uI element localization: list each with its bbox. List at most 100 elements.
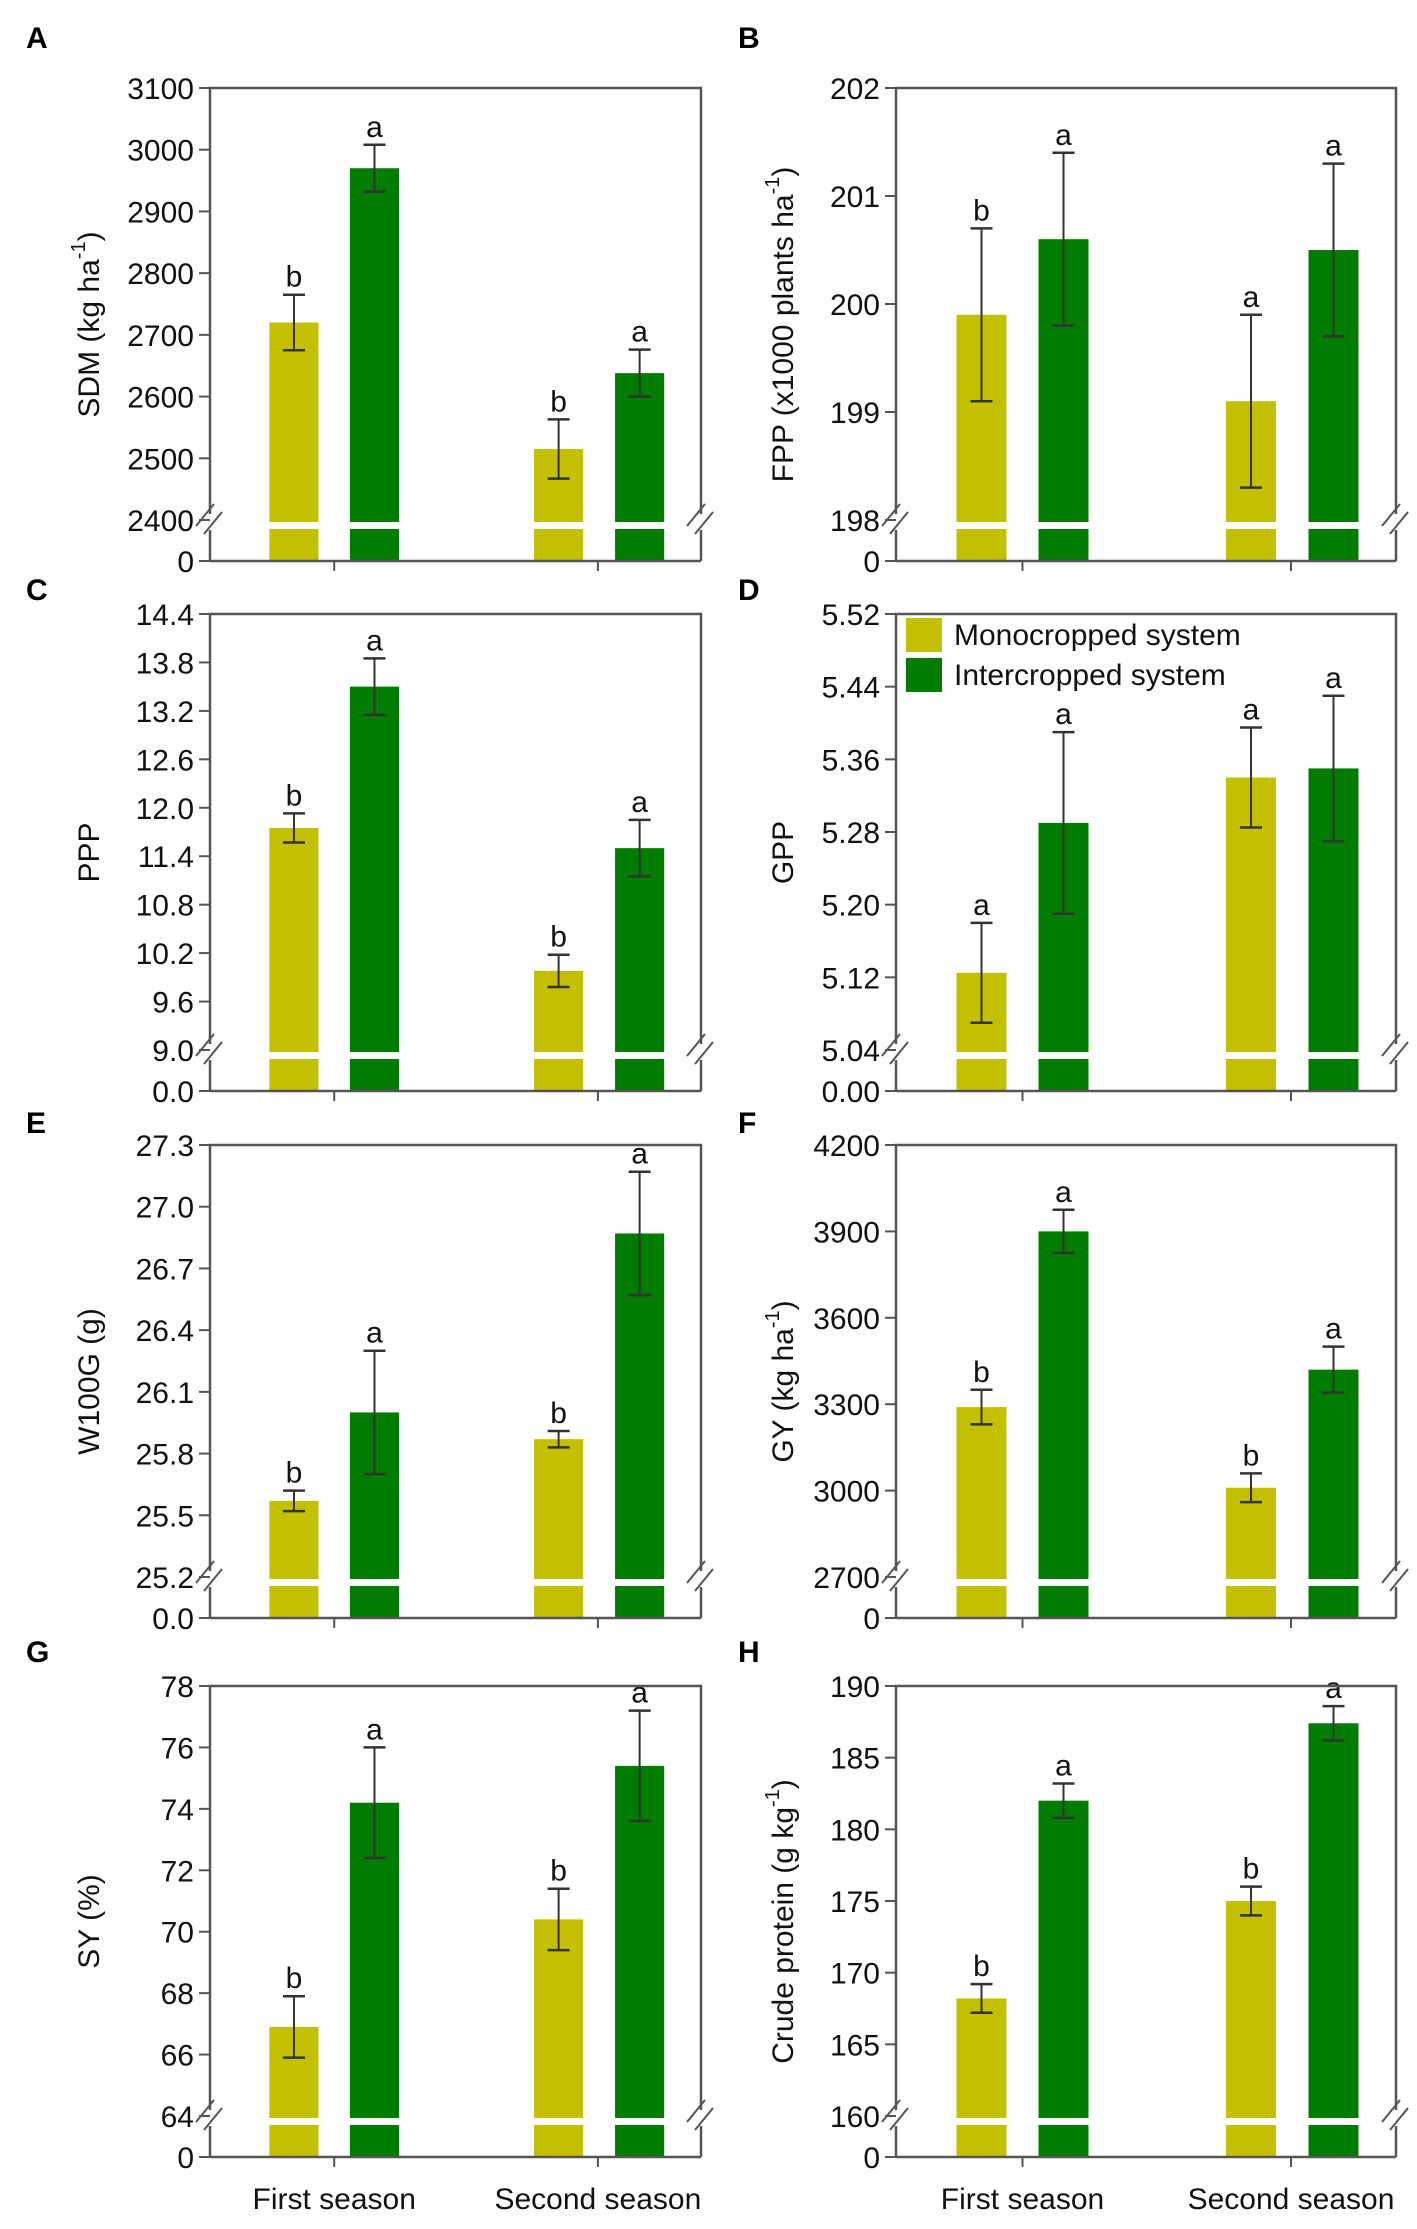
y-tick-label: 76 (161, 1732, 194, 1765)
y-axis-label-main: GPP (767, 821, 800, 884)
axis-break-gap (955, 2118, 1008, 2125)
bar-intercropped (349, 168, 400, 561)
significance-letter: b (973, 1356, 990, 1389)
y-tick-label-zero: 0 (177, 2142, 194, 2175)
axis-break-gap (1307, 522, 1360, 529)
axis-break-gap (1037, 522, 1090, 529)
bar-intercropped (1038, 1231, 1089, 1618)
panel-letter: H (738, 1636, 760, 1669)
panel-f: Fb b a a 2700 3000 3300 3600 3900 4200 0 GY (kg ha-… (738, 1107, 1409, 1636)
y-tick-label: 12.0 (136, 793, 194, 826)
bar-intercropped (1038, 1800, 1089, 2157)
y-tick-label: 2900 (127, 196, 194, 229)
bar-intercropped (615, 1233, 665, 1618)
axis-break-mark (881, 1033, 901, 1057)
y-axis-label-main: GY (kg ha (767, 1328, 800, 1463)
axis-break-gap (614, 1052, 666, 1059)
axis-break-gap (1307, 1052, 1360, 1059)
bar-intercropped (615, 1765, 665, 2157)
y-axis-label: FPP (x1000 plants ha-1) (762, 167, 800, 483)
axis-break-mark (203, 1568, 223, 1592)
significance-letter: b (550, 921, 567, 954)
bar-monocropped (534, 970, 584, 1091)
bar-monocropped (534, 1439, 584, 1618)
y-tick-label: 202 (830, 73, 880, 106)
y-tick-label: 175 (830, 1886, 880, 1919)
y-tick-label-zero: 0.00 (822, 1076, 880, 1109)
bar-monocropped (1226, 1901, 1276, 2157)
significance-letter: a (1243, 694, 1260, 727)
axis-break-mark (195, 1560, 215, 1584)
y-axis-label: GPP (767, 821, 800, 884)
y-tick-label: 78 (161, 1671, 194, 1704)
axis-break-mark (1381, 1033, 1401, 1057)
significance-letter: a (1325, 662, 1342, 695)
axis-break-gap (348, 1052, 401, 1059)
y-tick-label: 5.28 (822, 817, 880, 850)
panel-b: Bb a a a 198 199 200 201 202 0 FPP (x1000 plants h… (738, 22, 1409, 579)
plot-frame (208, 86, 703, 514)
x-tick-label: First season (253, 2183, 416, 2216)
significance-letter: b (973, 1950, 990, 1983)
y-tick-label: 64 (161, 2101, 194, 2134)
bar-intercropped (1308, 1369, 1359, 1618)
y-tick-label: 180 (830, 1814, 880, 1847)
legend-label: Intercropped system (954, 659, 1226, 692)
axis-break-gap (1225, 1052, 1277, 1059)
axis-break-mark (203, 511, 223, 535)
axis-break-mark (203, 2107, 223, 2131)
y-tick-label: 10.2 (136, 938, 194, 971)
y-axis-label-main: FPP (x1000 plants ha (767, 194, 800, 482)
y-tick-label: 2800 (127, 258, 194, 291)
axis-break-gap (1225, 2118, 1277, 2125)
axis-break-gap (1225, 1579, 1277, 1586)
y-axis-label-main: W100G (g) (73, 1308, 106, 1455)
x-tick-label: Second season (1188, 2183, 1395, 2216)
plot-frame (208, 612, 703, 1044)
significance-letter: b (1243, 1439, 1260, 1472)
panel-letter: A (26, 22, 48, 55)
y-tick-label: 3900 (813, 1216, 880, 1249)
axis-break-mark (1381, 503, 1401, 527)
panel-letter: E (26, 1107, 46, 1140)
panel-letter: F (738, 1107, 756, 1140)
significance-letter: a (366, 1317, 383, 1350)
significance-letter: a (366, 624, 383, 657)
plot-frame (894, 1143, 1398, 1571)
panel-letter: B (738, 22, 760, 55)
significance-letter: a (1055, 1176, 1072, 1209)
y-axis-label-tail: ) (73, 231, 106, 241)
y-axis-label-sup: -1 (762, 177, 784, 195)
axis-break-gap (1307, 1579, 1360, 1586)
y-tick-label: 14.4 (136, 599, 194, 632)
axis-break-mark (1381, 1560, 1401, 1584)
bar-intercropped (1308, 1723, 1359, 2157)
axis-break-mark (889, 511, 909, 535)
y-tick-label: 5.52 (822, 599, 880, 632)
significance-letter: a (1325, 1672, 1342, 1705)
legend-swatch (906, 658, 942, 692)
axis-break-gap (348, 1579, 401, 1586)
y-tick-label: 198 (830, 505, 880, 538)
y-tick-label: 26.1 (136, 1377, 194, 1410)
y-axis-label: GY (kg ha-1) (762, 1300, 800, 1462)
axis-break-gap (533, 1579, 585, 1586)
axis-break-mark (686, 1560, 706, 1584)
y-tick-label: 25.2 (136, 1562, 194, 1595)
significance-letter: a (1055, 119, 1072, 152)
y-tick-label: 27.0 (136, 1192, 194, 1225)
y-axis-label: SDM (kg ha-1) (68, 231, 106, 417)
axis-break-mark (686, 2099, 706, 2123)
bar-monocropped (269, 827, 319, 1091)
axis-break-gap (348, 522, 401, 529)
significance-letter: a (631, 316, 648, 349)
y-tick-label: 5.12 (822, 962, 880, 995)
axis-break-gap (533, 2118, 585, 2125)
significance-letter: b (286, 779, 303, 812)
panel-letter: G (26, 1636, 49, 1669)
panel-letter: C (26, 574, 48, 607)
panel-g: Gb b a a 64 66 68 70 72 74 76 78 0 First season Second… (26, 1636, 714, 2216)
bar-monocropped (269, 1500, 319, 1618)
y-tick-label: 66 (161, 2040, 194, 2073)
plot-frame (208, 1143, 703, 1571)
